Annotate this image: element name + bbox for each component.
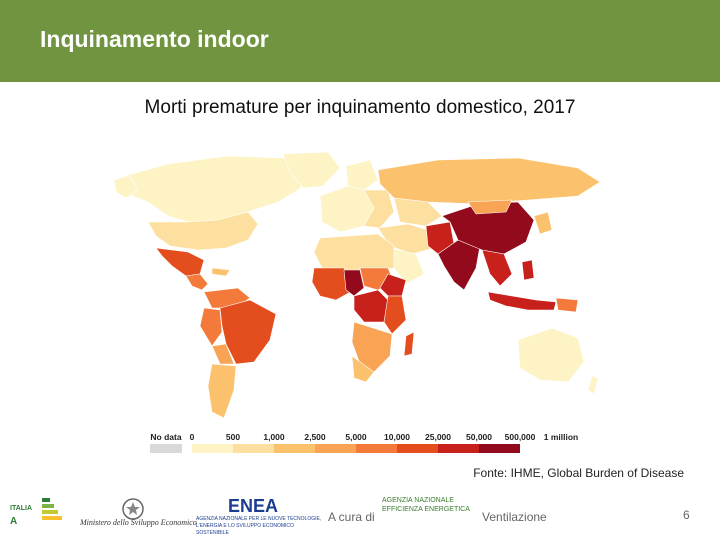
region-central-america — [185, 273, 209, 291]
legend-label-nodata: No data — [150, 432, 182, 442]
legend-swatch — [315, 444, 356, 453]
legend-tick-label: 500,000 — [504, 432, 536, 442]
region-madagascar — [403, 331, 415, 357]
region-nigeria — [343, 269, 365, 297]
region-bolivia — [211, 343, 235, 365]
emblem-graphic — [122, 498, 144, 520]
legend-tick-label: 1 million — [543, 432, 579, 442]
region-argentina-chile — [207, 363, 237, 419]
region-mexico — [155, 247, 205, 277]
enea-logo: ENEA — [228, 496, 279, 516]
ministero-label: Ministero dello Sviluppo Economico — [80, 518, 197, 527]
map-title: Morti premature per inquinamento domesti… — [144, 97, 576, 118]
region-new-zealand — [587, 375, 599, 395]
region-southeast-asia — [481, 249, 513, 287]
enea-subtitle: AGENZIA NAZIONALE PER LE NUOVE TECNOLOGI… — [196, 516, 322, 536]
legend-tick-label: 5,000 — [345, 432, 367, 442]
legend-tick-label: 10,000 — [384, 432, 410, 442]
region-kazakhstan — [393, 197, 443, 227]
legend-tick-label: 2,500 — [304, 432, 326, 442]
legend-tick-label: 50,000 — [466, 432, 492, 442]
region-south-africa — [351, 355, 375, 383]
legend-swatch-nodata — [150, 444, 182, 453]
page-title: Inquinamento indoor — [40, 26, 269, 52]
svg-text:A: A — [10, 516, 17, 527]
italia-classe-a-logo: ITALIA A — [8, 494, 66, 530]
map-legend: No data 0 500 1,000 2,500 5,000 10,000 25,000 50… — [148, 432, 608, 458]
region-papua — [555, 297, 579, 313]
ministero-emblem-icon — [120, 496, 146, 529]
agenzia-logo: AGENZIA NAZIONALE EFFICIENZA ENERGETICA — [382, 497, 470, 513]
region-brazil — [219, 299, 277, 365]
legend-swatch — [438, 444, 479, 453]
region-scandinavia — [345, 159, 379, 191]
region-philippines — [521, 259, 535, 281]
legend-tick-label: 1,000 — [263, 432, 285, 442]
legend-swatch — [233, 444, 274, 453]
page-number: 6 — [683, 508, 690, 522]
region-alaska — [113, 175, 139, 199]
region-caribbean — [211, 267, 231, 277]
legend-swatch — [274, 444, 315, 453]
section-label: Ventilazione — [482, 510, 547, 524]
region-north-africa — [313, 233, 395, 273]
legend-swatch — [397, 444, 438, 453]
acura-label: A cura di — [328, 510, 375, 524]
region-greenland — [282, 151, 341, 189]
region-korea-japan — [533, 211, 553, 235]
region-west-africa — [311, 267, 355, 301]
legend-tick-label: 25,000 — [425, 432, 451, 442]
legend-tick-label: 500 — [225, 432, 241, 442]
region-australia — [517, 327, 585, 383]
svg-text:ITALIA: ITALIA — [10, 505, 32, 512]
region-east-africa — [383, 295, 407, 335]
italia-classe-a-graphic: ITALIA A — [10, 498, 62, 527]
world-map-svg — [113, 151, 601, 419]
legend-swatch — [479, 444, 520, 453]
region-indonesia — [487, 291, 557, 311]
legend-swatch — [356, 444, 397, 453]
region-mongolia — [467, 199, 513, 215]
region-drc — [353, 289, 389, 323]
region-russia — [377, 157, 601, 205]
header-bar: Inquinamento indoor — [0, 0, 720, 82]
region-peru-ecuador — [199, 307, 223, 347]
legend-tick-label: 0 — [189, 432, 195, 442]
region-usa — [147, 211, 259, 251]
region-canada — [117, 155, 319, 223]
world-map — [108, 150, 608, 430]
source-note: Fonte: IHME, Global Burden of Disease — [473, 466, 684, 480]
legend-swatch — [192, 444, 233, 453]
